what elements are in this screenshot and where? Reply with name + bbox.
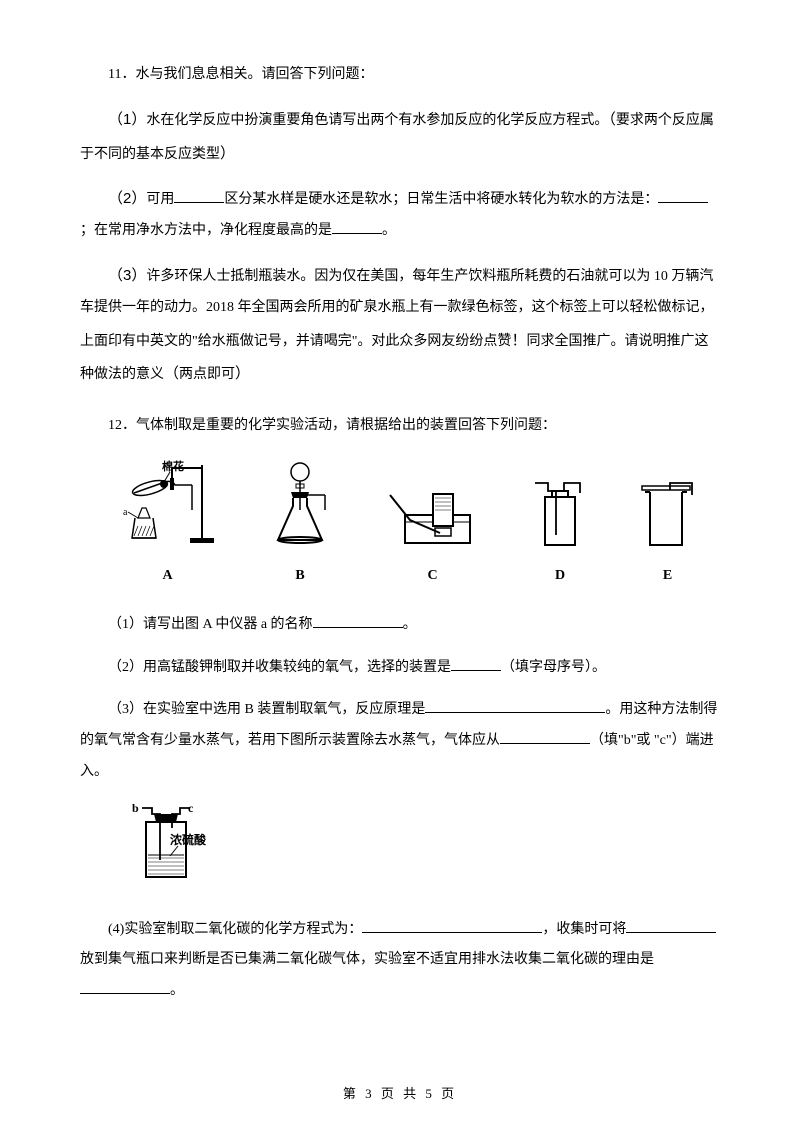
device-e: E — [640, 480, 695, 592]
device-e-svg — [640, 480, 695, 555]
sub2-text-a: 可用 — [146, 192, 174, 207]
device-c: C — [385, 480, 480, 592]
q12-sub3: （3）在实验室中选用 B 装置制取氧气，反应原理是。用这种方法制得的氧气常含有少… — [80, 695, 720, 787]
drying-figure: b c 浓硫酸 — [130, 800, 720, 903]
blank-12-3a — [425, 699, 605, 713]
label-b: B — [295, 561, 304, 592]
label-a: A — [162, 561, 172, 592]
q11-intro-text: ．水与我们息息相关。请回答下列问题： — [121, 67, 373, 82]
sub1-paren-b: ） — [220, 145, 235, 162]
blank-12-4b — [626, 919, 716, 933]
drying-svg: b c 浓硫酸 — [130, 800, 215, 890]
sub1-num: （1） — [108, 111, 146, 128]
sub3-paren-a: （ — [164, 365, 179, 382]
label-c: C — [427, 561, 437, 592]
sub1-end: 。 — [403, 617, 417, 632]
q12-sub4: (4)实验室制取二氧化碳的化学方程式为： ，收集时可将放到集气瓶口来判断是否已集满… — [80, 915, 720, 1007]
label-d: D — [555, 561, 565, 592]
label-e: E — [663, 561, 672, 592]
device-d: D — [530, 475, 590, 592]
q12-intro-text: ．气体制取是重要的化学实验活动，请根据给出的装置回答下列问题： — [122, 418, 556, 433]
blank-12-3b — [500, 730, 590, 744]
device-c-svg — [385, 480, 480, 555]
sub1-text-a: 水在化学反应中扮演重要角色请写出两个有水参加反应的化学反应方程式。 — [146, 113, 608, 128]
footer-text: 第 3 页 共 5 页 — [343, 1086, 457, 1101]
a-label: a — [123, 507, 128, 518]
device-a: 棉花 a — [120, 460, 215, 592]
sub2-num: （2） — [108, 190, 146, 207]
blank-2b — [658, 189, 708, 203]
q11-sub3: （3）许多环保人士抵制瓶装水。因为仅在美国，每年生产饮料瓶所耗费的石油就可以为 … — [80, 259, 720, 391]
sub4b-text: ，收集时可将 — [542, 922, 626, 937]
q11-sub2: （2）可用 区分某水样是硬水还是软水；日常生活中将硬水转化为软水的方法是： ；在常用… — [80, 182, 720, 247]
blank-12-4a — [362, 919, 542, 933]
sub1-paren-a: （ — [608, 111, 616, 128]
sub4a-text: (4)实验室制取二氧化碳的化学方程式为： — [108, 922, 362, 937]
question-11: 11．水与我们息息相关。请回答下列问题： （1）水在化学反应中扮演重要角色请写出… — [80, 60, 720, 391]
sub3-num: （3） — [108, 267, 146, 284]
question-12: 12．气体制取是重要的化学实验活动，请根据给出的装置回答下列问题： 棉花 — [80, 411, 720, 1007]
sub3-exclaim: ！ — [511, 332, 526, 349]
device-b: B — [265, 460, 335, 592]
q11-intro: 11．水与我们息息相关。请回答下列问题： — [80, 60, 720, 91]
q12-sub1: （1）请写出图 A 中仪器 a 的名称 。 — [80, 610, 720, 641]
blank-12-4c — [80, 980, 170, 994]
q12-number: 12 — [108, 418, 122, 433]
page-footer: 第 3 页 共 5 页 — [0, 1083, 800, 1102]
sub2-text-d: 。 — [382, 223, 396, 238]
sub3a-text: （3）在实验室中选用 B 装置制取氧气，反应原理是 — [108, 702, 425, 717]
sub3-paren-b: ） — [235, 365, 250, 382]
sub2b-text: （填字母序号）。 — [501, 660, 606, 675]
sub3-text-c: 两点即可 — [179, 367, 235, 382]
sub2-text-c: ；在常用净水方法中，净化程度最高的是 — [80, 223, 332, 238]
b-port-label: b — [132, 801, 139, 815]
blank-2c — [332, 220, 382, 234]
sub4c-text: 放到集气瓶口来判断是否已集满二氧化碳气体，实验室不适宜用排水法收集二氧化碳的理由… — [80, 952, 654, 967]
acid-label: 浓硫酸 — [170, 832, 207, 847]
q11-number: 11 — [108, 67, 121, 82]
device-d-svg — [530, 475, 590, 555]
sub4d-text: 。 — [170, 983, 184, 998]
device-figure: 棉花 a — [120, 460, 720, 592]
sub2a-text: （2）用高锰酸钾制取并收集较纯的氧气，选择的装置是 — [108, 660, 451, 675]
device-a-svg: 棉花 a — [120, 460, 215, 555]
blank-2a — [174, 189, 224, 203]
q12-sub2: （2）用高锰酸钾制取并收集较纯的氧气，选择的装置是 （填字母序号）。 — [80, 653, 720, 684]
blank-12-2 — [451, 657, 501, 671]
q11-sub1: （1）水在化学反应中扮演重要角色请写出两个有水参加反应的化学反应方程式。（要求两… — [80, 103, 720, 171]
sub1-text: （1）请写出图 A 中仪器 a 的名称 — [108, 617, 313, 632]
figure-row: 棉花 a — [120, 460, 720, 592]
blank-12-1 — [313, 614, 403, 628]
device-b-svg — [265, 460, 335, 555]
sub2-text-b: 区分某水样是硬水还是软水；日常生活中将硬水转化为软水的方法是： — [224, 192, 658, 207]
q12-intro: 12．气体制取是重要的化学实验活动，请根据给出的装置回答下列问题： — [80, 411, 720, 442]
